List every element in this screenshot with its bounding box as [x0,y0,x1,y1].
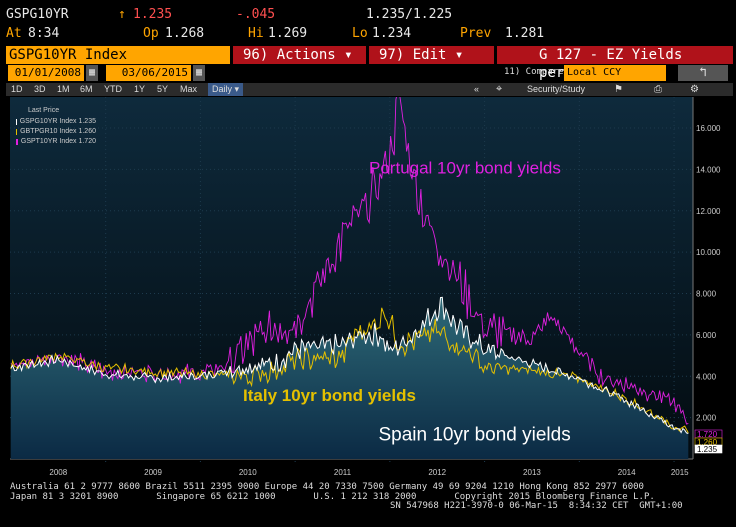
frequency-select[interactable]: Daily ▾ [208,83,244,96]
legend-value: 1.720 [78,138,96,145]
x-tick-label: 2015 [671,468,689,477]
legend-swatch [16,129,18,135]
x-tick-label: 2010 [239,468,257,477]
legend-name: GSPG10YR Index [19,118,77,125]
y-tick-label: 2.000 [696,414,717,423]
scroll-left-icon[interactable]: « [474,84,480,94]
low-value: 1.234 [372,26,412,41]
footer-line-1: Australia 61 2 9777 8600 Brazil 5511 239… [10,482,644,492]
last-value-text: 1.720 [697,430,718,439]
period-5y[interactable]: 5Y [157,84,169,94]
date-range-bar: 01/01/2008 ▦ 03/06/2015 ▦ 11) Compare Lo… [6,65,733,82]
legend-item-italy: GBTPGR10 Index 1.260 [16,127,96,137]
last-value-text: 1.260 [697,438,718,447]
spain-annotation: Spain 10yr bond yields [378,424,570,445]
x-tick-label: 2011 [334,468,352,477]
last-value-label: 1.235 [694,444,723,454]
open-label: Op [143,26,159,41]
quote-header: GSPG10YR ↑ 1.235 -.045 1.235/1.225 At 8:… [0,0,736,46]
ticker: GSPG10YR [6,7,69,22]
x-tick-label: 2012 [428,468,446,477]
x-tick-label: 2013 [523,468,541,477]
print-icon[interactable]: ⎙ [654,84,662,95]
cursor-icon[interactable]: ⌖ [496,83,503,95]
period-max[interactable]: Max [180,84,198,94]
period-1d[interactable]: 1D [11,84,23,94]
legend-item-portugal: GSPT10YR Index 1.720 [16,137,96,147]
prev-label: Prev [460,26,492,41]
end-date-input[interactable]: 03/06/2015 [106,65,191,81]
legend-name: GSPT10YR Index [20,138,77,145]
security-study-button[interactable]: Security/Study [527,84,586,94]
bid-ask: 1.235/1.225 [366,7,453,22]
legend-value: 1.260 [78,128,96,135]
high-label: Hi [248,26,264,41]
chart-area: 2.000 4.000 6.000 8.000 10.000 12.000 14.000 16… [10,90,733,482]
last-price: 1.235 [133,7,173,22]
portugal-annotation: Portugal 10yr bond yields [369,159,561,178]
y-tick-label: 16.000 [696,124,721,133]
footer-line-3: SN 547968 H221-3970-0 06-Mar-15 8:34:32 … [390,501,683,511]
x-tick-label: 2008 [49,468,67,477]
at-label: At [6,26,22,41]
x-tick-label: 2014 [618,468,636,477]
legend-value: 1.235 [78,118,96,125]
italy-yield-line [10,307,689,434]
up-arrow-icon: ↑ [118,7,126,22]
period-ytd[interactable]: YTD [104,84,122,94]
y-tick-label: 4.000 [696,372,717,381]
low-label: Lo [352,26,368,41]
chart-title: G 127 - EZ Yields periphery [497,46,733,81]
italy-annotation: Italy 10yr bond yields [243,386,416,405]
y-tick-label: 14.000 [696,165,721,174]
flag-icon[interactable]: ⚑ [614,84,623,95]
period-1y[interactable]: 1Y [134,84,146,94]
settings-icon[interactable]: ⚙ [690,84,699,95]
last-value-box [694,444,723,454]
y-tick-label: 12.000 [696,207,721,216]
end-calendar-icon[interactable]: ▦ [193,65,205,81]
legend: Last Price GSPG10YR Index 1.235 GBTPGR10… [16,106,96,147]
start-date-input[interactable]: 01/01/2008 [8,65,84,81]
y-tick-label: 6.000 [696,331,717,340]
toolbar: GSPG10YR Index 96) Actions ▾ 97) Edit ▾ … [6,46,733,81]
period-3d[interactable]: 3D [34,84,46,94]
period-bar: 1D 3D 1M 6M YTD 1Y 5Y Max Daily ▾ « ⌖ Se… [6,83,733,96]
net-change: -.045 [236,7,276,22]
footer-line-2: Japan 81 3 3201 8900 Singapore 65 6212 1… [10,491,655,502]
period-1m[interactable]: 1M [57,84,70,94]
currency-select[interactable]: Local CCY [564,65,666,81]
spain-area [10,297,689,459]
start-calendar-icon[interactable]: ▦ [86,65,98,81]
period-6m[interactable]: 6M [80,84,93,94]
actions-menu-button[interactable]: 96) Actions ▾ [233,46,366,64]
security-field[interactable]: GSPG10YR Index [6,46,230,64]
legend-swatch [16,119,17,125]
at-time: 8:34 [28,26,60,41]
legend-item-spain: GSPG10YR Index 1.235 [16,117,96,127]
y-tick-label: 8.000 [696,290,717,299]
x-tick-label: 2009 [144,468,162,477]
last-value-text: 1.235 [697,445,718,454]
y-tick-label: 10.000 [696,248,721,257]
open-value: 1.268 [165,26,205,41]
spain-yield-line [10,296,689,434]
high-value: 1.269 [268,26,308,41]
compare-label[interactable]: 11) Compare [504,67,564,77]
edit-menu-button[interactable]: 97) Edit ▾ [369,46,494,64]
portugal-yield-line [10,90,689,425]
prev-value: 1.281 [505,26,545,41]
legend-title: Last Price [28,107,60,114]
footer: Australia 61 2 9777 8600 Brazil 5511 239… [10,482,730,512]
legend-swatch [16,139,18,145]
legend-name: GBTPGR10 Index [20,128,77,135]
yield-chart: 2.000 4.000 6.000 8.000 10.000 12.000 14.000 16… [10,90,723,477]
back-icon[interactable]: ↰ [678,65,728,81]
